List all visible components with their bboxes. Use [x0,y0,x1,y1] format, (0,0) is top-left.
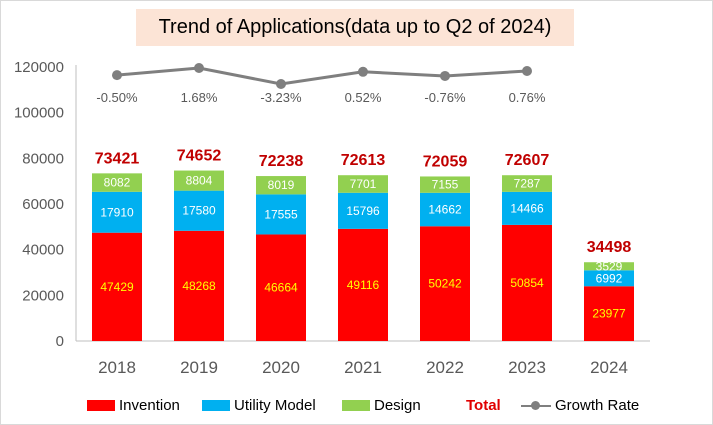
bar-segment-invention [256,234,306,341]
total-label: 72238 [259,153,304,170]
growth-rate-label: -0.50% [96,90,138,105]
data-label-invention: 49116 [347,278,380,292]
total-label: 34498 [587,239,632,256]
growth-rate-point [276,79,286,89]
growth-rate-point [522,65,532,76]
total-label: 74652 [177,148,222,165]
total-label: 72059 [423,153,468,170]
legend-label-invention: Invention [119,396,180,414]
data-label-utility-model: 17580 [182,204,216,218]
growth-rate-label: 0.52% [345,90,382,105]
x-tick-label: 2020 [262,358,300,377]
legend-item-invention: Invention [87,393,180,417]
y-tick-label: 20000 [22,287,64,304]
bar-segment-invention [420,226,470,341]
growth-rate-line [116,66,528,86]
bar-segment-invention [92,232,142,341]
legend-item-utility-model: Utility Model [202,393,316,417]
growth-rate-label: -3.23% [260,90,302,105]
bar-segment-utility-model [502,191,552,225]
x-tick-label: 2018 [98,358,136,377]
bar-segment-utility-model [584,270,634,287]
bar-segment-design [174,170,224,191]
bar-segment-utility-model [174,190,224,231]
bar-segment-design [420,176,470,193]
data-label-design: 8804 [186,174,213,188]
growth-rate-label: -0.76% [424,90,466,105]
legend-swatch-growth-rate [521,400,551,411]
x-tick-label: 2023 [508,358,546,377]
legend-label-utility-model: Utility Model [234,396,316,414]
x-tick-label: 2024 [590,358,628,377]
legend-swatch-invention [87,399,115,411]
data-label-invention: 50854 [510,276,544,290]
data-label-design: 8019 [268,178,295,192]
bar-segment-design [584,262,634,271]
bar-segment-invention [338,228,388,341]
data-label-utility-model: 14662 [428,203,462,217]
legend-label-growth-rate: Growth Rate [555,396,640,414]
total-label: 72613 [341,152,386,169]
bar-segment-invention [174,230,224,341]
data-label-design: 8082 [104,176,131,190]
bar-segment-invention [584,286,634,341]
y-tick-label: 100000 [14,105,64,122]
data-label-design: 7701 [350,177,377,191]
data-label-utility-model: 14466 [510,201,544,215]
growth-rate-label: 0.76% [509,90,546,105]
growth-rate-point [112,70,122,81]
growth-rate-point [358,66,368,77]
legend-item-total: Total [466,393,501,417]
bar-segment-invention [502,224,552,341]
y-tick-label: 80000 [22,150,64,167]
data-label-design: 3529 [596,259,623,273]
growth-rate-point [440,70,450,81]
legend-label-total: Total [466,396,501,414]
total-label: 73421 [95,150,140,167]
growth-rate-point [194,63,204,73]
x-tick-label: 2019 [180,358,218,377]
bar-segment-design [256,176,306,195]
y-tick-label: 120000 [14,59,64,76]
data-label-invention: 47429 [100,280,134,294]
data-label-design: 7155 [432,178,459,192]
total-label: 72607 [505,152,550,169]
legend-item-design: Design [342,393,421,417]
data-label-invention: 46664 [264,281,298,295]
legend-swatch-design [342,399,370,411]
data-label-design: 7287 [514,177,541,191]
bar-segment-utility-model [420,192,470,227]
y-tick-label: 0 [56,333,64,350]
legend-swatch-utility-model [202,399,230,411]
legend-item-growth-rate: Growth Rate [521,393,639,417]
bar-segment-design [338,175,388,193]
bar-segment-utility-model [256,194,306,235]
bar-segment-design [92,173,142,192]
data-label-utility-model: 17910 [100,205,134,219]
growth-rate-label: 1.68% [181,90,218,105]
bar-segment-design [502,175,552,192]
legend-label-design: Design [374,396,421,414]
data-label-utility-model: 6992 [596,271,623,285]
data-label-invention: 50242 [428,277,462,291]
x-tick-label: 2022 [426,358,464,377]
y-tick-label: 60000 [22,196,64,213]
chart-title: Trend of Applications(data up to Q2 of 2… [136,9,574,46]
data-label-utility-model: 17555 [264,207,298,221]
data-label-utility-model: 15796 [346,204,380,218]
data-label-invention: 48268 [182,279,216,293]
bar-segment-utility-model [338,192,388,229]
y-tick-label: 40000 [22,242,64,259]
bar-segment-utility-model [92,191,142,233]
data-label-invention: 23977 [592,307,626,321]
x-tick-label: 2021 [344,358,382,377]
chart-legend: Invention Utility Model Design Total Gro… [0,393,713,417]
